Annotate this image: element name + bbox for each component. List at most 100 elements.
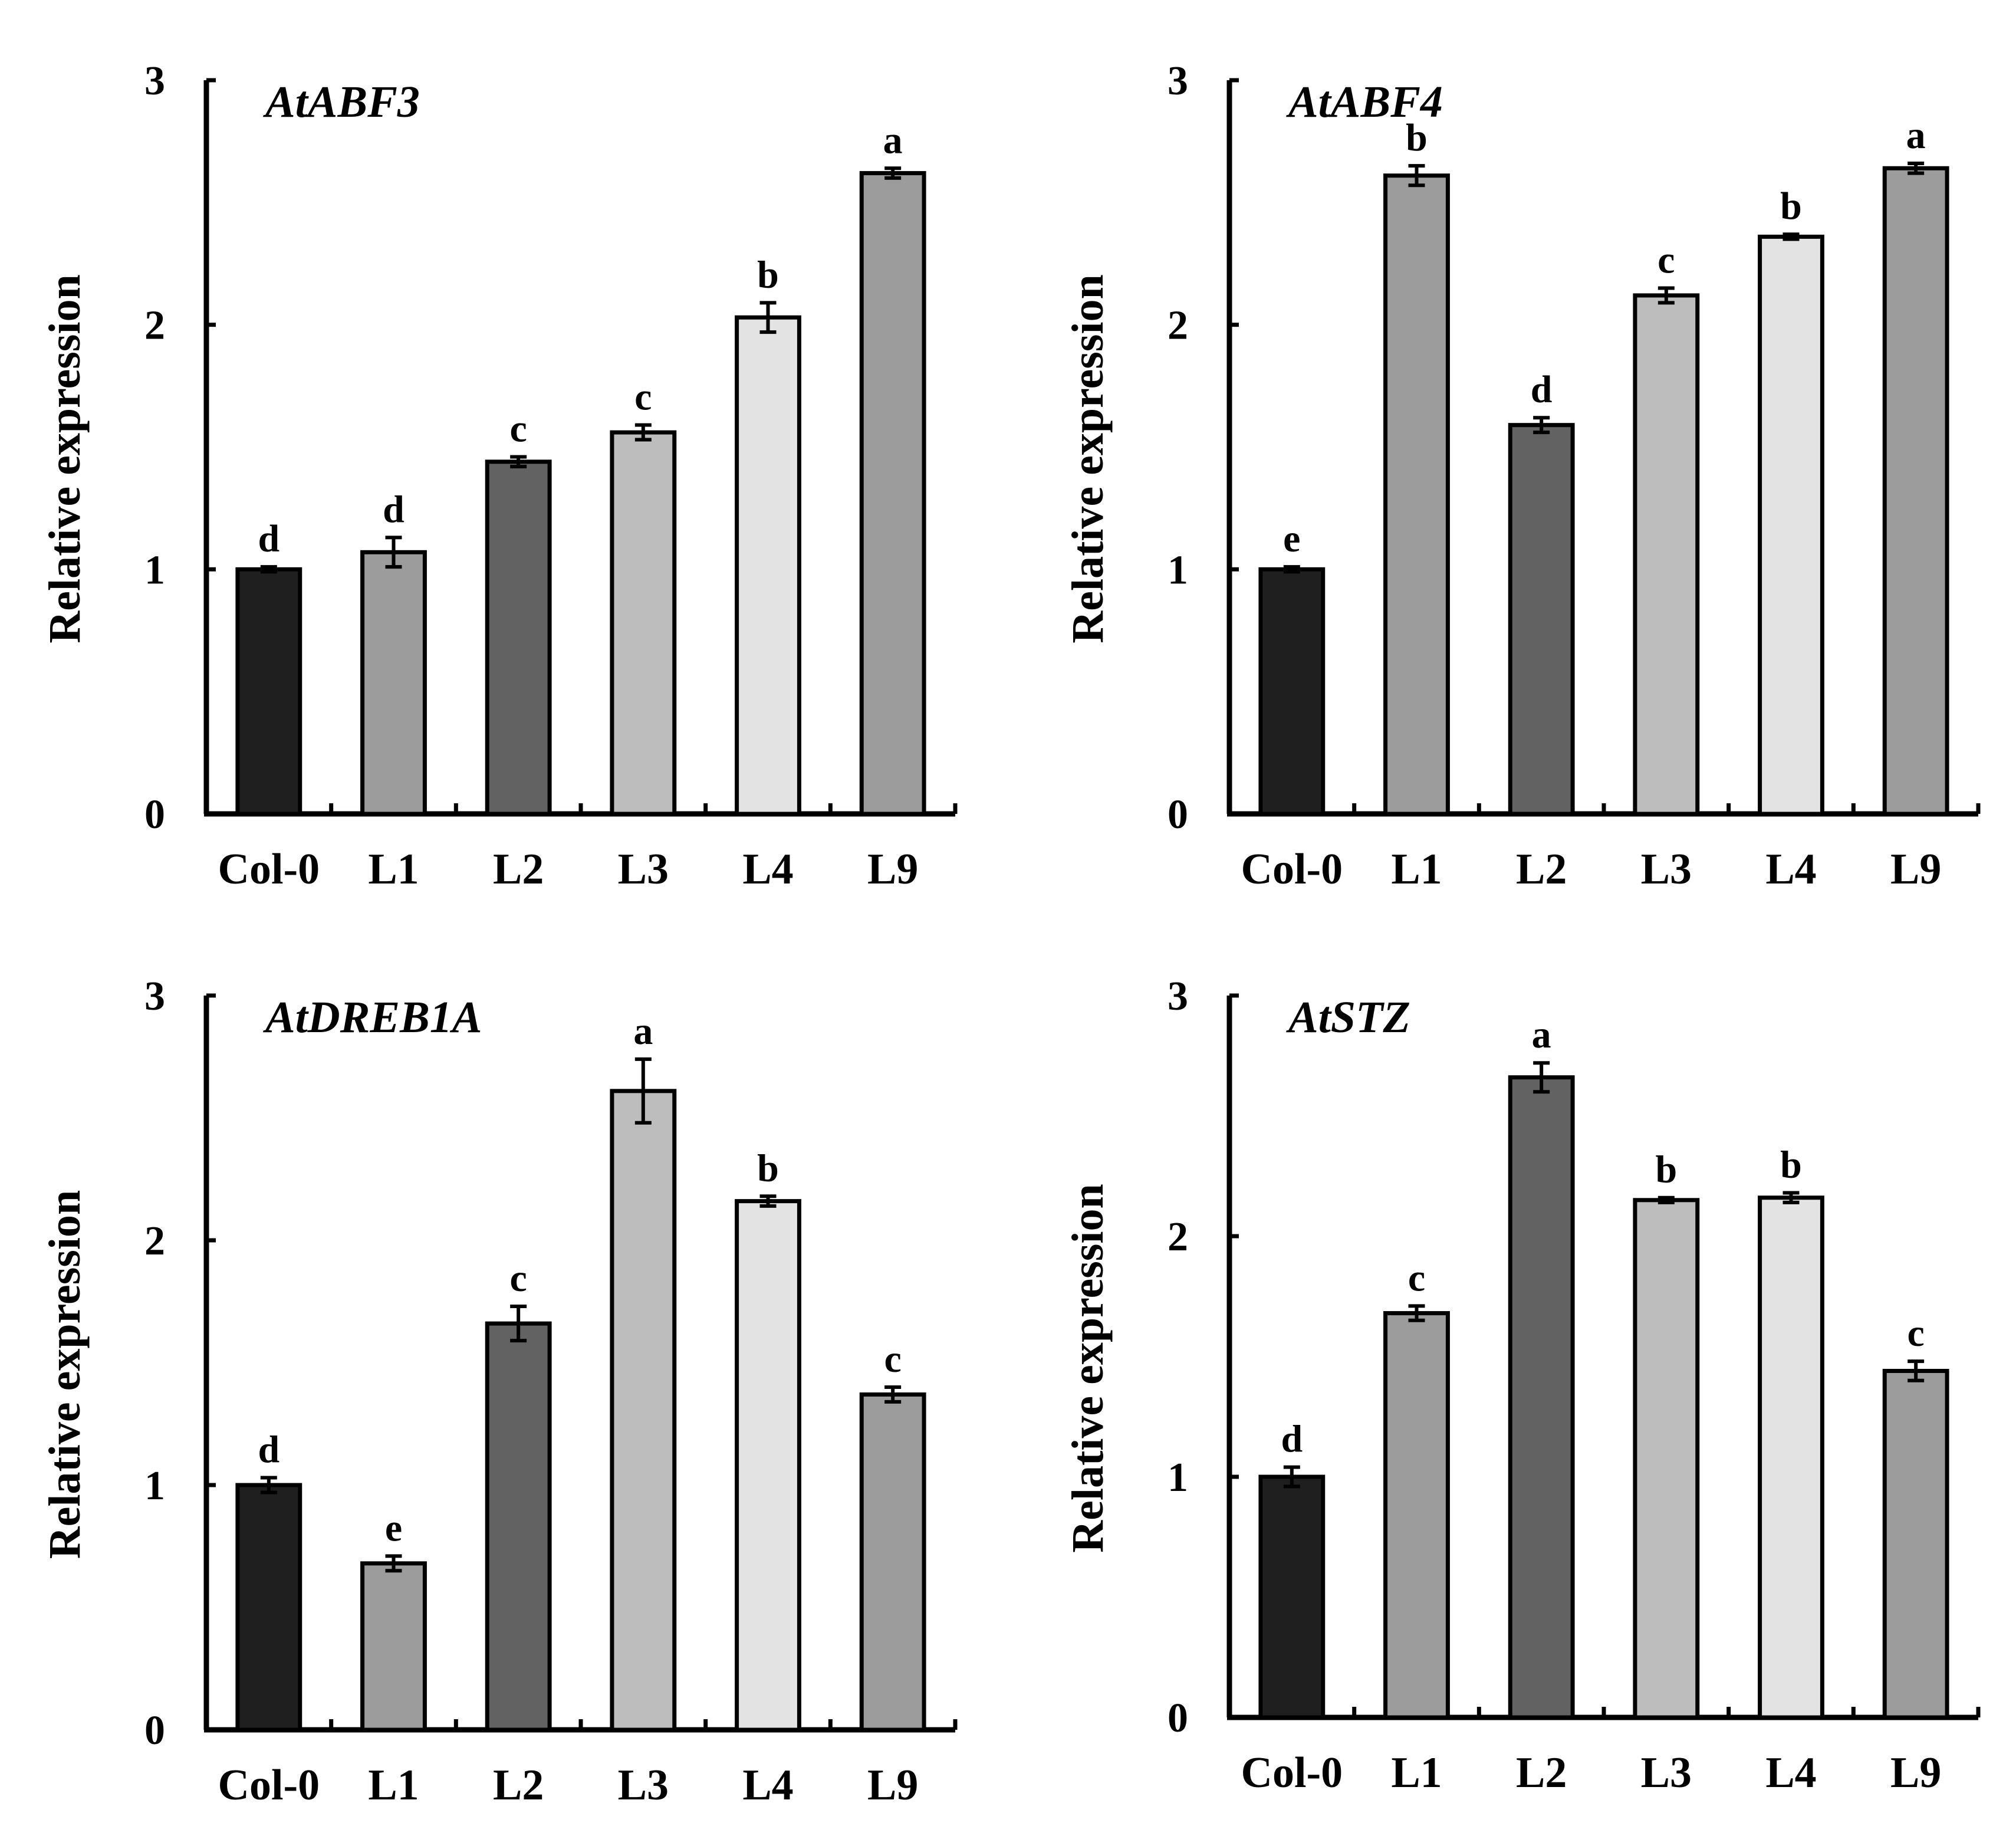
bar-l2 — [1508, 423, 1575, 816]
significance-label: c — [1908, 1312, 1925, 1355]
bar-l1 — [360, 1561, 427, 1732]
y-tick-label: 1 — [144, 1463, 165, 1509]
bar-l1 — [1383, 1311, 1450, 1720]
y-axis-label: Relative expression — [1063, 1184, 1113, 1553]
bar-l1 — [1383, 173, 1450, 816]
significance-label: b — [757, 253, 779, 296]
bar-l3 — [1633, 293, 1700, 816]
significance-label: c — [1408, 1256, 1425, 1299]
bar-l4 — [735, 315, 801, 816]
chart-title: AtSTZ — [1286, 993, 1410, 1042]
significance-label: a — [633, 1010, 653, 1053]
significance-label: e — [1283, 517, 1300, 560]
y-tick-label: 2 — [1167, 303, 1188, 349]
y-tick-label: 1 — [1167, 1455, 1188, 1500]
y-tick-label: 3 — [144, 974, 165, 1019]
y-tick-label: 2 — [144, 1218, 165, 1264]
bar-l9 — [1882, 166, 1949, 816]
significance-label: b — [1780, 1144, 1802, 1187]
x-tick-label: L3 — [1641, 1749, 1692, 1797]
bar-l4 — [1758, 1195, 1824, 1720]
y-tick-label: 0 — [1167, 1696, 1188, 1741]
bar-l4 — [735, 1199, 801, 1732]
significance-label: b — [1655, 1148, 1677, 1191]
significance-label: a — [883, 119, 903, 162]
chart-panel-1: 0 1 2 3 d Col-0 d L1 c L2 c L3 b L4 a L9 AtABF3 Relative … — [40, 58, 958, 894]
x-tick-label: Col-0 — [218, 845, 320, 894]
y-axis-label: Relative expression — [40, 274, 90, 643]
bar-l9 — [859, 171, 926, 816]
significance-label: a — [1906, 114, 1926, 157]
y-tick-label: 1 — [144, 547, 165, 593]
significance-label: c — [884, 1338, 902, 1381]
bar-col-0 — [1258, 1474, 1326, 1720]
chart-panel-4: 0 1 2 3 d Col-0 c L1 a L2 b L3 b L4 c L9 AtSTZ Relative e… — [1063, 974, 1981, 1797]
significance-label: d — [1531, 368, 1553, 411]
chart-title: AtABF4 — [1286, 77, 1443, 127]
bar-col-0 — [235, 1483, 302, 1732]
y-tick-label: 3 — [144, 58, 165, 104]
x-tick-label: L1 — [1391, 845, 1442, 894]
y-axis-label: Relative expression — [1063, 274, 1113, 643]
y-tick-label: 3 — [1167, 974, 1188, 1019]
significance-label: d — [258, 1428, 279, 1471]
x-tick-label: L4 — [742, 1761, 793, 1809]
y-axis-label: Relative expression — [40, 1190, 90, 1559]
x-tick-label: L1 — [1391, 1749, 1442, 1797]
x-tick-label: L9 — [1890, 845, 1941, 894]
bar-l3 — [610, 1089, 677, 1732]
x-tick-label: L3 — [618, 845, 669, 894]
bar-col-0 — [1258, 567, 1326, 816]
significance-label: c — [510, 1257, 527, 1300]
significance-label: b — [1406, 116, 1428, 159]
x-tick-label: L4 — [1765, 845, 1816, 894]
y-tick-label: 2 — [144, 303, 165, 349]
significance-label: d — [258, 517, 279, 560]
bar-l2 — [485, 459, 552, 816]
significance-label: b — [1780, 185, 1802, 228]
chart-panel-2: 0 1 2 3 e Col-0 b L1 d L2 c L3 b L4 a L9 AtABF4 Relative … — [1063, 58, 1981, 894]
bar-l9 — [859, 1392, 926, 1732]
x-tick-label: Col-0 — [218, 1761, 320, 1809]
y-tick-label: 0 — [144, 792, 165, 837]
bar-l3 — [610, 430, 677, 816]
x-tick-label: L9 — [867, 1761, 918, 1809]
significance-label: a — [1532, 1013, 1551, 1056]
significance-label: b — [757, 1147, 779, 1190]
x-tick-label: Col-0 — [1241, 845, 1343, 894]
bar-l2 — [1508, 1075, 1575, 1720]
chart-panel-3: 0 1 2 3 d Col-0 e L1 c L2 a L3 b L4 c L9 AtDREB1A Relativ… — [40, 974, 958, 1809]
significance-label: e — [385, 1506, 402, 1549]
y-tick-label: 3 — [1167, 58, 1188, 104]
significance-label: c — [1657, 238, 1675, 281]
chart-title: AtABF3 — [263, 77, 420, 127]
y-tick-label: 1 — [1167, 547, 1188, 593]
y-tick-label: 2 — [1167, 1214, 1188, 1260]
x-tick-label: L9 — [1890, 1749, 1941, 1797]
y-tick-label: 0 — [144, 1708, 165, 1753]
x-tick-label: L2 — [493, 845, 544, 894]
y-tick-label: 0 — [1167, 792, 1188, 837]
bar-l3 — [1633, 1198, 1700, 1720]
bar-l1 — [360, 550, 427, 816]
significance-label: d — [1281, 1418, 1303, 1461]
x-tick-label: L3 — [618, 1761, 669, 1809]
x-tick-label: L2 — [1516, 1749, 1567, 1797]
x-tick-label: L3 — [1641, 845, 1692, 894]
x-tick-label: L1 — [368, 845, 419, 894]
x-tick-label: L2 — [1516, 845, 1567, 894]
x-tick-label: L4 — [742, 845, 793, 894]
significance-label: c — [634, 376, 652, 419]
x-tick-label: L2 — [493, 1761, 544, 1809]
x-tick-label: L4 — [1765, 1749, 1816, 1797]
significance-label: d — [383, 488, 404, 531]
bar-l9 — [1882, 1368, 1949, 1720]
bar-l4 — [1758, 234, 1824, 816]
significance-label: c — [510, 408, 527, 451]
bar-col-0 — [235, 567, 302, 816]
x-tick-label: Col-0 — [1241, 1749, 1343, 1797]
x-tick-label: L1 — [368, 1761, 419, 1809]
bar-l2 — [485, 1321, 552, 1732]
chart-title: AtDREB1A — [263, 993, 482, 1042]
